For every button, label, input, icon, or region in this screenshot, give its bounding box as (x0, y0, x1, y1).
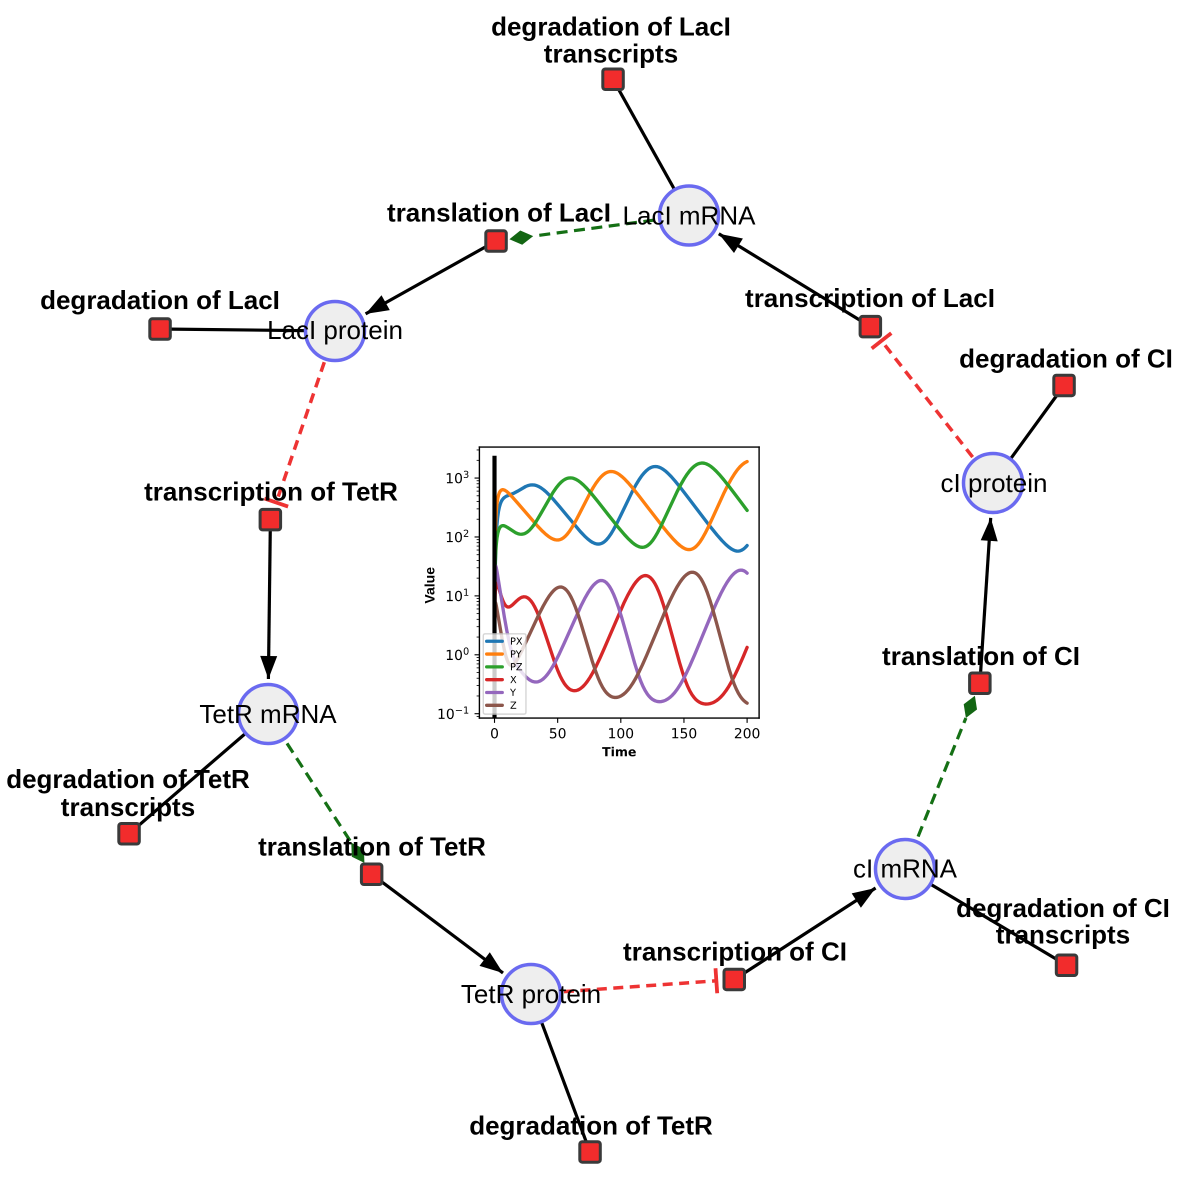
svg-text:Value: Value (422, 567, 438, 604)
svg-text:TetR protein: TetR protein (461, 979, 601, 1009)
svg-text:transcripts: transcripts (996, 920, 1130, 950)
svg-text:degradation of CI: degradation of CI (956, 893, 1170, 923)
svg-text:transcription of LacI: transcription of LacI (745, 283, 995, 313)
svg-text:TetR mRNA: TetR mRNA (199, 699, 337, 729)
svg-text:transcription of CI: transcription of CI (623, 937, 847, 967)
svg-text:degradation of LacI: degradation of LacI (40, 285, 280, 315)
svg-text:translation of CI: translation of CI (882, 641, 1080, 671)
svg-text:translation of TetR: translation of TetR (258, 832, 486, 862)
svg-text:transcripts: transcripts (61, 792, 195, 822)
svg-text:degradation of CI: degradation of CI (959, 344, 1173, 374)
svg-text:degradation of TetR: degradation of TetR (469, 1111, 713, 1141)
svg-text:transcription of TetR: transcription of TetR (144, 477, 398, 507)
svg-text:translation of LacI: translation of LacI (387, 198, 611, 228)
svg-text:degradation of LacI: degradation of LacI (491, 12, 731, 42)
svg-text:LacI mRNA: LacI mRNA (623, 201, 757, 231)
svg-text:cI mRNA: cI mRNA (853, 854, 958, 884)
svg-text:LacI protein: LacI protein (267, 315, 403, 345)
svg-text:transcripts: transcripts (544, 39, 678, 69)
svg-text:degradation of TetR: degradation of TetR (6, 764, 250, 794)
svg-text:cI protein: cI protein (941, 468, 1048, 498)
